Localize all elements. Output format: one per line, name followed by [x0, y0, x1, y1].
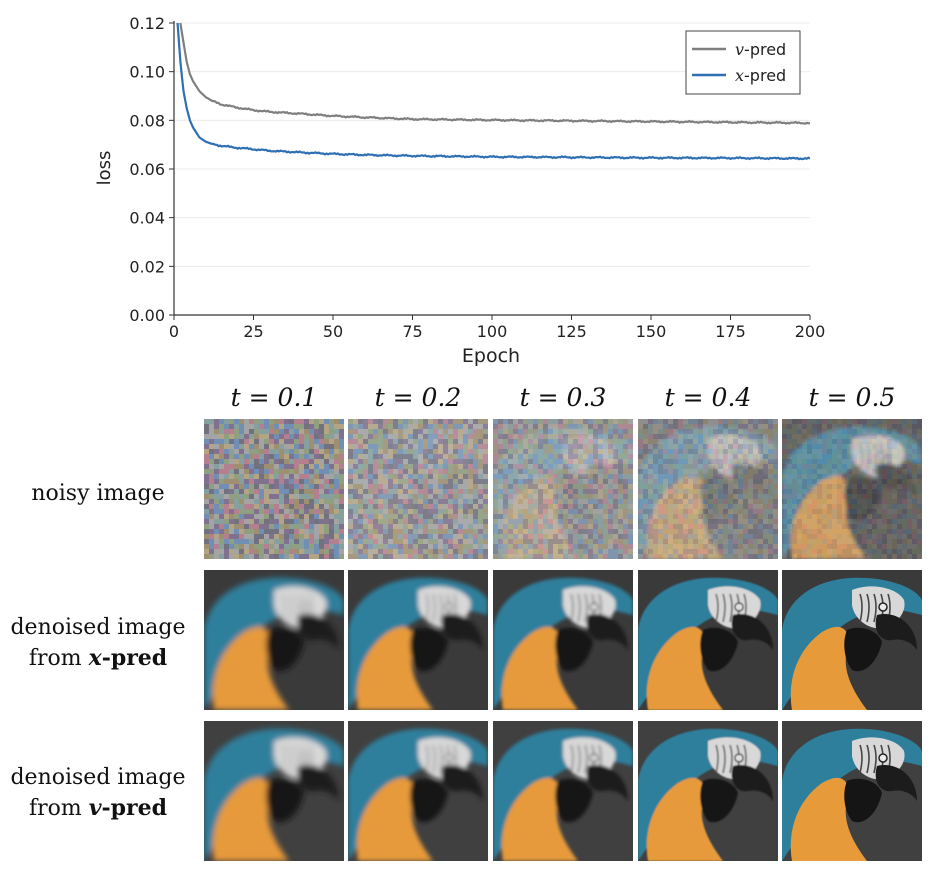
- x-axis-label: Epoch: [462, 345, 520, 367]
- x-ticks: 0 25 50 75 100 125 150 175 200: [169, 315, 825, 341]
- row-label-denoised-v-pred: denoised image from v-pred: [10, 765, 186, 821]
- row-label-noisy: noisy image: [31, 481, 165, 506]
- x-tick-label: 25: [243, 322, 263, 341]
- legend-label-x-pred: x-pred: [735, 66, 786, 85]
- x-tick-label: 150: [636, 322, 667, 341]
- legend-label-v-pred: v-pred: [735, 40, 786, 59]
- y-tick-label: 0.08: [129, 111, 165, 130]
- tile-v-pred-5: [782, 721, 922, 861]
- y-tick-label: 0.10: [129, 63, 165, 82]
- tile-v-pred-3: [493, 721, 633, 861]
- tile-x-pred-2: [348, 570, 488, 710]
- series-line-x-pred: [176, 23, 810, 161]
- tile-x-pred-4: [638, 570, 778, 710]
- t-header-0.1: t = 0.1: [230, 383, 318, 412]
- tile-x-pred-3: [493, 570, 633, 710]
- tile-v-pred-2: [348, 721, 488, 861]
- x-tick-label: 100: [477, 322, 508, 341]
- tile-noisy-5: [782, 419, 922, 559]
- y-tick-label: 0.06: [129, 160, 165, 179]
- tile-v-pred-1: [204, 721, 344, 861]
- t-header-0.2: t = 0.2: [374, 383, 462, 412]
- row-label-denoised-x-pred: denoised image from x-pred: [10, 615, 186, 671]
- y-tick-label: 0.00: [129, 306, 165, 325]
- x-tick-label: 75: [402, 322, 422, 341]
- x-tick-label: 125: [556, 322, 587, 341]
- tile-x-pred-5: [782, 570, 922, 710]
- x-tick-label: 0: [169, 322, 179, 341]
- t-header-0.5: t = 0.5: [808, 383, 896, 412]
- loss-chart: 0.00 0.02 0.04 0.06 0.08 0.10 0.12 0 25 50 75 100 1…: [94, 14, 825, 367]
- tile-noisy-2: [348, 419, 488, 559]
- x-tick-label: 200: [795, 322, 826, 341]
- y-tick-label: 0.04: [129, 209, 165, 228]
- x-tick-label: 50: [323, 322, 343, 341]
- y-tick-label: 0.12: [129, 14, 165, 33]
- tile-x-pred-1: [204, 570, 344, 710]
- tile-noisy-4: [638, 419, 778, 559]
- series-line-v-pred: [179, 23, 810, 125]
- legend: v-pred x-pred: [685, 30, 801, 95]
- tile-v-pred-4: [638, 721, 778, 861]
- y-tick-label: 0.02: [129, 257, 165, 276]
- series-lines: [176, 23, 810, 161]
- tile-noisy-1: [204, 419, 344, 559]
- y-axis-label: loss: [94, 151, 115, 186]
- grid-lines: [174, 22, 810, 267]
- x-tick-label: 175: [715, 322, 746, 341]
- t-header-0.4: t = 0.4: [664, 383, 752, 412]
- t-header-0.3: t = 0.3: [519, 383, 607, 412]
- y-ticks: 0.00 0.02 0.04 0.06 0.08 0.10 0.12: [129, 14, 174, 325]
- tile-noisy-3: [493, 419, 633, 559]
